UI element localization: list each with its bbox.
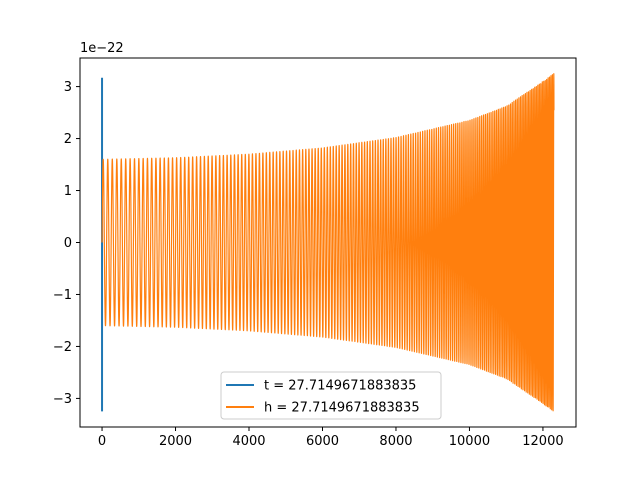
legend: t = 27.7149671883835 h = 27.714967188383…: [220, 371, 442, 420]
y-tick-label: −3: [53, 392, 72, 407]
x-tick-label: 10000: [449, 434, 490, 449]
y-axis-offset-label: 1e−22: [80, 41, 124, 56]
x-tick-label: 0: [98, 434, 106, 449]
legend-box: [220, 371, 442, 420]
y-tick-label: 2: [64, 132, 72, 147]
series-h-line: [101, 73, 555, 412]
x-tick-label: 6000: [306, 434, 339, 449]
x-tick-label: 8000: [379, 434, 412, 449]
y-tick-label: −1: [53, 288, 72, 303]
y-tick-label: 0: [64, 236, 72, 251]
y-axis: −3 −2 −1 0 1 2 3: [53, 80, 80, 407]
legend-label-t: t = 27.7149671883835: [264, 379, 416, 394]
x-tick-label: 12000: [522, 434, 563, 449]
x-axis: 0 2000 4000 6000 8000 10000 12000: [98, 427, 564, 449]
legend-label-h: h = 27.7149671883835: [264, 401, 420, 416]
x-tick-label: 4000: [232, 434, 265, 449]
y-tick-label: 1: [64, 184, 72, 199]
plot-area: [101, 73, 555, 412]
y-tick-label: −2: [53, 340, 72, 355]
x-tick-label: 2000: [159, 434, 192, 449]
y-tick-label: 3: [64, 80, 72, 95]
